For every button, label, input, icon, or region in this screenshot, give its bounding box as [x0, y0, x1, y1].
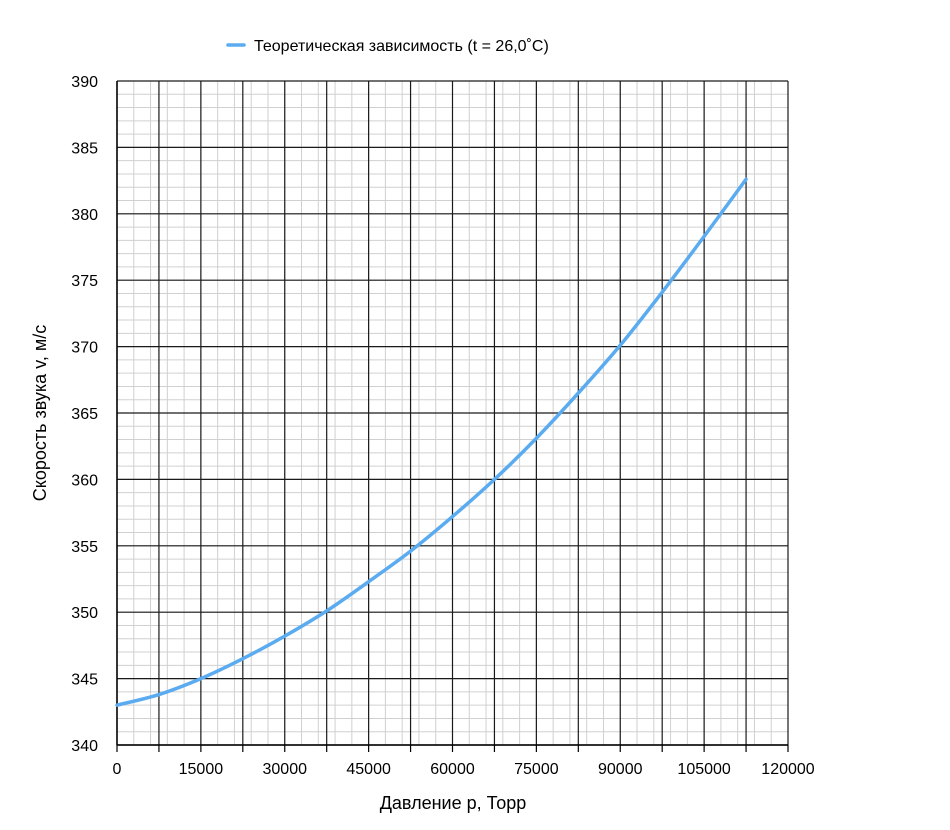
x-tick-label: 105000	[677, 761, 730, 778]
x-tick-label: 120000	[761, 761, 814, 778]
x-axis-title: Давление p, Торр	[380, 793, 527, 813]
series-line	[115, 177, 748, 707]
x-tick-label: 15000	[179, 761, 224, 778]
y-tick-label: 380	[71, 207, 98, 224]
y-tick-label: 355	[71, 539, 98, 556]
y-tick-label: 375	[71, 273, 98, 290]
y-tick-label: 360	[71, 472, 98, 489]
legend: Теоретическая зависимость (t = 26,0˚C)	[226, 38, 549, 55]
y-tick-label: 350	[71, 605, 98, 622]
y-tick-label: 365	[71, 406, 98, 423]
x-tick-label: 45000	[346, 761, 391, 778]
x-tick-label: 75000	[514, 761, 559, 778]
y-tick-labels: 340 345 350 355 360 365 370 375 380 385 390	[71, 74, 98, 755]
y-tick-label: 390	[71, 74, 98, 91]
y-tick-label: 340	[71, 738, 98, 755]
legend-label: Теоретическая зависимость (t = 26,0˚C)	[254, 38, 549, 55]
y-axis-title: Скорость звука v, м/с	[30, 325, 50, 501]
x-tick-label: 30000	[263, 761, 308, 778]
y-tick-label: 370	[71, 340, 98, 357]
y-tick-label: 345	[71, 672, 98, 689]
x-tick-label: 0	[113, 761, 122, 778]
axes	[116, 81, 789, 752]
series-layer	[115, 177, 748, 707]
x-tick-labels: 0 15000 30000 45000 60000 75000 90000 105000 120…	[113, 761, 815, 778]
x-tick-label: 90000	[598, 761, 643, 778]
y-tick-label: 385	[71, 140, 98, 157]
x-tick-label: 60000	[430, 761, 475, 778]
